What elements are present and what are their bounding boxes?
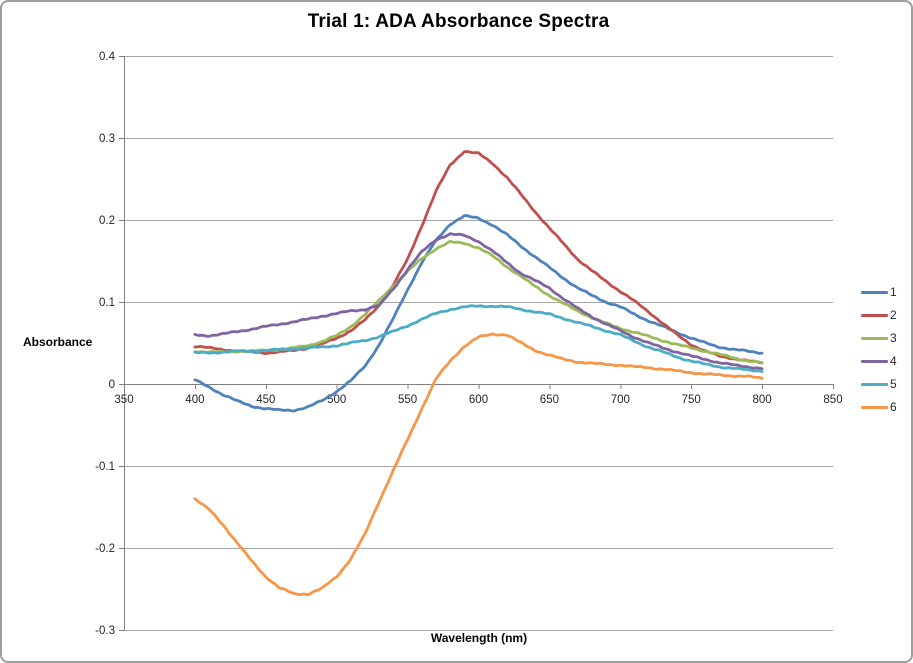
legend-item-6: 6 xyxy=(861,401,897,414)
x-tick-label: 450 xyxy=(256,394,275,406)
legend-line-swatch xyxy=(861,383,888,386)
legend-item-2: 2 xyxy=(861,309,897,322)
series-line-6 xyxy=(193,332,764,597)
x-tick-label: 650 xyxy=(540,394,559,406)
y-tick-label: 0 xyxy=(109,379,115,391)
legend-item-4: 4 xyxy=(861,355,897,368)
series-line-1 xyxy=(193,214,764,413)
x-tick-label: 600 xyxy=(469,394,488,406)
legend-line-swatch xyxy=(861,360,888,363)
legend-item-3: 3 xyxy=(861,332,897,345)
y-tick-label: -0.2 xyxy=(95,543,115,555)
y-axis-title: Absorbance xyxy=(23,335,93,349)
legend: 1 2 3 4 5 6 xyxy=(861,286,897,414)
legend-item-1: 1 xyxy=(861,286,897,299)
x-tick-label: 500 xyxy=(327,394,346,406)
x-axis-title: Wavelength (nm) xyxy=(430,631,528,645)
x-tick-label: 750 xyxy=(682,394,701,406)
legend-label: 3 xyxy=(890,331,897,345)
legend-label: 2 xyxy=(890,308,897,322)
y-tick-label: -0.1 xyxy=(95,461,115,473)
legend-line-swatch xyxy=(861,406,888,409)
y-tick-label: 0.3 xyxy=(99,133,115,145)
x-tick-label: 350 xyxy=(114,394,133,406)
series-line-3 xyxy=(193,239,764,364)
x-tick-label: 700 xyxy=(611,394,630,406)
x-tick-label: 550 xyxy=(398,394,417,406)
gridlines xyxy=(124,56,833,631)
x-tick-label: 850 xyxy=(823,394,842,406)
legend-line-swatch xyxy=(861,314,888,317)
series-line-5 xyxy=(193,304,764,374)
legend-label: 5 xyxy=(890,377,897,391)
legend-label: 6 xyxy=(890,400,897,414)
x-tick-label: 800 xyxy=(753,394,772,406)
legend-line-swatch xyxy=(861,337,888,340)
series-line-4 xyxy=(193,232,764,371)
legend-label: 1 xyxy=(890,285,897,299)
legend-label: 4 xyxy=(890,354,897,368)
legend-line-swatch xyxy=(861,291,888,294)
y-tick-label: -0.3 xyxy=(95,625,115,637)
y-tick-label: 0.1 xyxy=(99,297,115,309)
x-tick-label: 400 xyxy=(185,394,204,406)
axes xyxy=(119,56,834,631)
legend-item-5: 5 xyxy=(861,378,897,391)
y-tick-label: 0.2 xyxy=(99,215,115,227)
y-tick-label: 0.4 xyxy=(99,51,116,63)
chart-title: Trial 1: ADA Absorbance Spectra xyxy=(307,11,610,32)
